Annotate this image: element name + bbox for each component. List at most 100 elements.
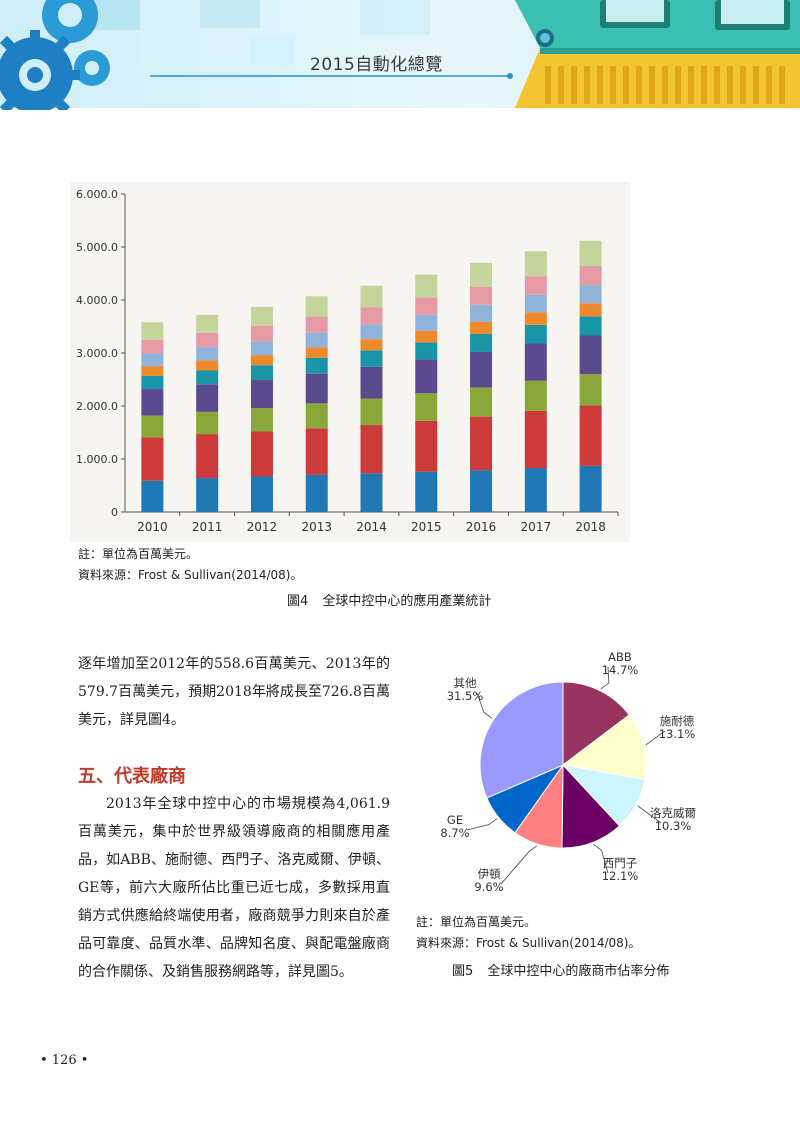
bar-segment (579, 374, 602, 406)
bar-segment (196, 411, 219, 435)
bar-segment (141, 322, 164, 340)
bar-segment (250, 476, 273, 512)
figure5-caption-number: 圖5 (452, 964, 474, 979)
pie-label: GE (447, 813, 463, 827)
bar-segment (196, 384, 219, 412)
header-decoration (0, 0, 800, 110)
bar-segment (470, 470, 493, 512)
pie-label: 西門子 (603, 856, 638, 870)
x-tick-label: 2012 (247, 520, 278, 534)
bar-segment (360, 307, 383, 325)
bar-segment (196, 478, 219, 512)
figure5-unit-note: 註：單位為百萬美元。 (416, 915, 537, 929)
bar-segment (305, 357, 328, 374)
bar-segment (579, 335, 602, 375)
bar-segment (415, 393, 438, 421)
pie-label: 其他 (454, 676, 477, 690)
figure4-stacked-bar-chart: 0 1.000.0 2.000.0 3.000.0 4.000.0 5.000.0 6.00… (70, 182, 725, 542)
figure5-pie-chart: ABB 14.7% 施耐德 13.1% 洛克威爾 10.3% 西門子 12.1% 伊頓 9.6% G… (415, 645, 715, 895)
bar-segment (141, 437, 164, 481)
x-tick-label: 2010 (137, 520, 168, 534)
bar-segment (470, 304, 493, 322)
figure4-caption: 圖4 全球中控中心的應用產業統計 (287, 590, 491, 609)
pie-leader-line (466, 818, 498, 831)
figure4-caption-text: 全球中控中心的應用產業統計 (322, 594, 492, 609)
figure5-caption: 圖5 全球中控中心的廠商市佔率分佈 (452, 960, 669, 979)
bar-segment (141, 366, 164, 376)
bar-segment (524, 324, 547, 344)
bar-segment (141, 339, 164, 354)
bar-segment (196, 347, 219, 361)
pie-value-label: 8.7% (440, 826, 469, 840)
bar-segment (470, 387, 493, 417)
x-tick-label: 2017 (521, 520, 552, 534)
pie-value-label: 9.6% (474, 880, 503, 894)
bar-segment (415, 342, 438, 360)
bar-segment (579, 240, 602, 267)
pie-label: 洛克威爾 (650, 806, 696, 820)
page-header-banner: 2015自動化總覽 (0, 0, 800, 110)
bar-segment (470, 286, 493, 305)
bar-segment (470, 416, 493, 471)
bar-segment (470, 351, 493, 388)
bar-segment (305, 403, 328, 429)
bar-segment (415, 314, 438, 331)
y-tick-label: 5.000.0 (76, 241, 118, 254)
bar-segment (524, 312, 547, 325)
section-heading: 五、代表廠商 (78, 766, 186, 787)
pie-leader-line (593, 844, 609, 874)
x-tick-label: 2016 (466, 520, 497, 534)
pie-slice (479, 681, 564, 799)
bar-segment (360, 285, 383, 308)
bar-segment (141, 415, 164, 438)
x-tick-label: 2015 (411, 520, 442, 534)
stacked-bar-chart-svg: 0 1.000.0 2.000.0 3.000.0 4.000.0 5.000.0 6.00… (70, 182, 725, 542)
bar-segment (524, 294, 547, 313)
bar-segment (360, 324, 383, 340)
bar-segment (196, 360, 219, 371)
bar-segment (524, 410, 547, 469)
bar-segment (360, 339, 383, 351)
bar-segment (196, 332, 219, 348)
pie-leader-line (500, 845, 537, 885)
bar-segment (250, 431, 273, 477)
bar-segment (196, 314, 219, 333)
bar-segment (524, 251, 547, 277)
bar-segment (579, 285, 602, 304)
pie-label: 施耐德 (660, 714, 695, 728)
bar-segment (360, 350, 383, 367)
pie-value-label: 10.3% (655, 819, 692, 833)
bar-segment (360, 366, 383, 399)
bar-segment (305, 347, 328, 358)
bar-segment (141, 480, 164, 512)
pie-value-label: 13.1% (659, 727, 696, 741)
bar-segment (579, 316, 602, 336)
bar-segment (141, 353, 164, 367)
bar-segment (250, 355, 273, 366)
y-tick-label: 1.000.0 (76, 453, 118, 466)
pie-label: ABB (608, 650, 632, 664)
y-tick-label: 4.000.0 (76, 294, 118, 307)
bar-segment (579, 303, 602, 317)
bar-segment (196, 434, 219, 479)
bar-segment (305, 296, 328, 317)
pie-slice (561, 714, 647, 781)
pie-leader-line (476, 692, 493, 719)
figure4-source-note: 資料來源：Frost & Sullivan(2014/08)。 (78, 568, 303, 582)
bar-segment (579, 465, 602, 512)
bar-segment (415, 297, 438, 315)
bar-segment (524, 468, 547, 512)
bar-segment (305, 316, 328, 333)
bar-segment (470, 262, 493, 287)
page-number: • 126 • (40, 1053, 89, 1068)
pie-leader-line (600, 666, 610, 690)
pie-slice (562, 681, 630, 767)
x-tick-label: 2018 (575, 520, 606, 534)
pie-leader-line (637, 805, 662, 824)
bar-segment (415, 359, 438, 394)
bar-segment (141, 375, 164, 390)
y-tick-label: 2.000.0 (76, 400, 118, 413)
bar-segment (415, 274, 438, 298)
bar-segment (250, 325, 273, 342)
bar-segment (250, 365, 273, 381)
